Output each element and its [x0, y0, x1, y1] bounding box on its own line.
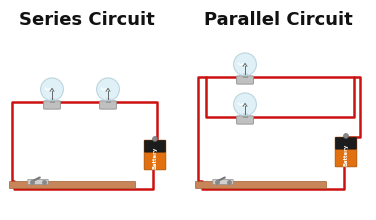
Circle shape — [233, 93, 256, 116]
Bar — [50, 98, 55, 102]
FancyBboxPatch shape — [9, 182, 135, 189]
Bar — [106, 98, 111, 102]
FancyBboxPatch shape — [335, 137, 357, 167]
Bar — [243, 113, 247, 117]
FancyBboxPatch shape — [213, 180, 233, 185]
Text: Battery: Battery — [153, 147, 158, 169]
Circle shape — [41, 78, 64, 101]
FancyBboxPatch shape — [100, 101, 117, 109]
Bar — [243, 73, 247, 77]
Circle shape — [233, 53, 256, 76]
FancyBboxPatch shape — [237, 76, 253, 84]
Text: Parallel Circuit: Parallel Circuit — [204, 11, 352, 29]
Text: Battery: Battery — [344, 144, 349, 166]
FancyBboxPatch shape — [335, 138, 356, 149]
FancyBboxPatch shape — [28, 180, 48, 185]
FancyBboxPatch shape — [144, 140, 166, 170]
Circle shape — [97, 78, 120, 101]
FancyBboxPatch shape — [144, 141, 165, 152]
Circle shape — [153, 136, 158, 141]
FancyBboxPatch shape — [44, 101, 61, 109]
FancyBboxPatch shape — [196, 182, 326, 189]
Circle shape — [344, 134, 349, 139]
Text: Series Circuit: Series Circuit — [19, 11, 155, 29]
FancyBboxPatch shape — [237, 116, 253, 124]
